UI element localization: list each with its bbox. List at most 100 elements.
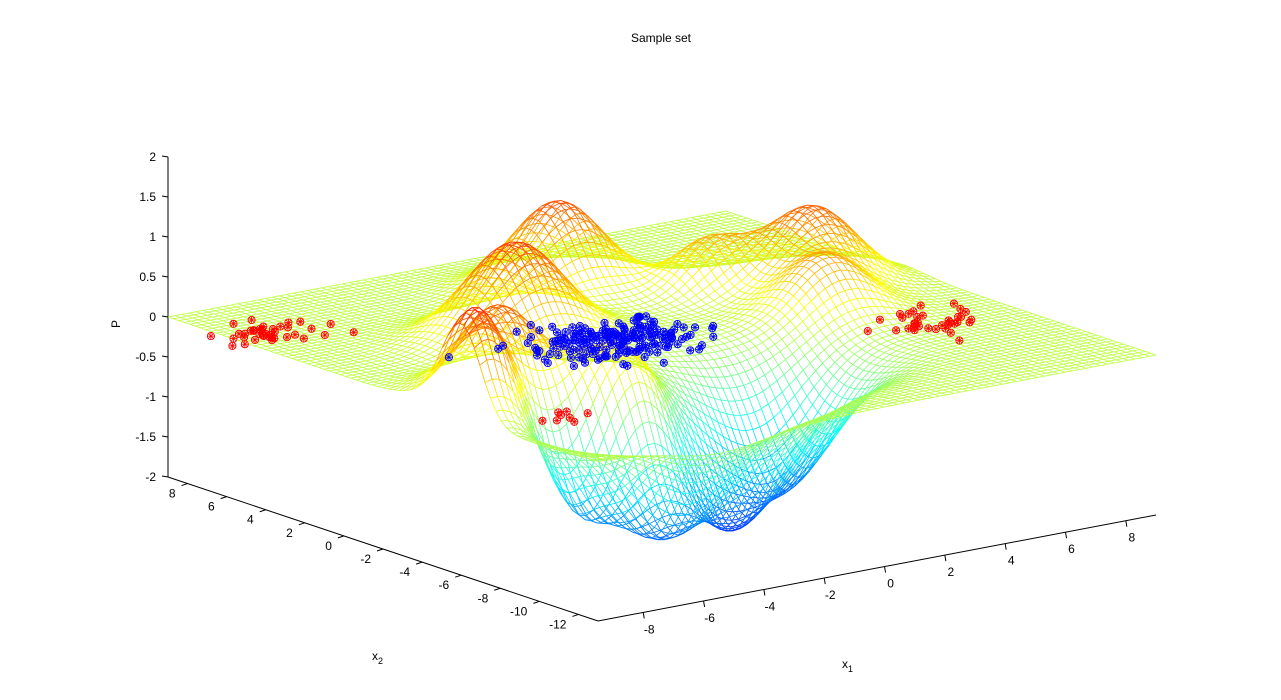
- mesh-segment: [230, 330, 236, 333]
- mesh-segment: [410, 307, 418, 311]
- mesh-segment: [294, 315, 301, 318]
- mesh-segment: [348, 296, 354, 299]
- mesh-segment: [611, 238, 617, 241]
- mesh-segment: [581, 289, 589, 292]
- mesh-segment: [238, 314, 244, 318]
- mesh-segment: [731, 212, 737, 215]
- mesh-segment: [433, 298, 441, 302]
- mesh-segment: [290, 299, 296, 302]
- mesh-segment: [181, 312, 189, 315]
- mesh-segment: [391, 283, 399, 287]
- mesh-segment: [702, 230, 710, 233]
- mesh-segment: [546, 200, 555, 205]
- mesh-segment: [774, 238, 781, 241]
- mesh-segment: [325, 303, 332, 307]
- mesh-segment: [327, 335, 335, 338]
- mesh-segment: [356, 292, 363, 295]
- mesh-segment: [329, 307, 337, 310]
- mesh-segment: [334, 310, 341, 313]
- mesh-segment: [675, 247, 683, 250]
- mesh-segment: [336, 342, 344, 345]
- mesh-segment: [443, 269, 450, 272]
- mesh-segment: [687, 258, 696, 261]
- mesh-segment: [344, 353, 350, 356]
- mesh-segment: [328, 333, 335, 337]
- mesh-segment: [686, 225, 694, 228]
- mesh-segment: [296, 312, 302, 315]
- mesh-segment: [664, 254, 672, 257]
- mesh-segment: [637, 302, 645, 306]
- mesh-segment: [655, 238, 661, 241]
- mesh-segment: [679, 270, 687, 280]
- mesh-segment: [316, 357, 324, 360]
- mesh-segment: [582, 251, 590, 255]
- mesh-segment: [378, 308, 387, 312]
- mesh-segment: [413, 291, 419, 295]
- mesh-segment: [711, 213, 718, 216]
- mesh-segment: [639, 242, 647, 245]
- mesh-segment: [607, 231, 615, 234]
- mesh-segment: [251, 300, 258, 304]
- mesh-segment: [614, 243, 621, 246]
- mesh-segment: [638, 256, 646, 259]
- mesh-segment: [715, 216, 723, 219]
- mesh-segment: [355, 342, 362, 345]
- mesh-segment: [529, 234, 538, 246]
- mesh-segment: [368, 342, 374, 345]
- mesh-segment: [569, 217, 578, 220]
- mesh-segment: [657, 257, 664, 260]
- mesh-segment: [701, 219, 709, 222]
- mesh-segment: [258, 299, 265, 302]
- mesh-segment: [314, 362, 321, 365]
- mesh-segment: [421, 287, 428, 289]
- mesh-segment: [303, 310, 309, 314]
- mesh-segment: [318, 329, 326, 332]
- mesh-segment: [394, 303, 402, 306]
- mesh-segment: [712, 211, 720, 214]
- mesh-segment: [257, 301, 265, 304]
- mesh-segment: [310, 346, 316, 349]
- mesh-segment: [195, 310, 203, 313]
- mesh-segment: [569, 245, 575, 249]
- mesh-segment: [638, 272, 645, 278]
- mesh-segment: [692, 249, 700, 252]
- mesh-segment: [646, 241, 654, 244]
- mesh-segment: [319, 289, 327, 292]
- mesh-segment: [500, 289, 506, 293]
- mesh-segment: [404, 296, 411, 300]
- mesh-segment: [636, 309, 642, 313]
- mesh-segment: [386, 319, 392, 322]
- mesh-segment: [638, 245, 646, 248]
- mesh-segment: [402, 313, 408, 316]
- mesh-segment: [696, 219, 703, 222]
- mesh-segment: [423, 282, 431, 285]
- mesh-segment: [324, 306, 330, 310]
- mesh-segment: [741, 229, 749, 232]
- mesh-segment: [443, 267, 451, 271]
- mesh-segment: [645, 267, 653, 272]
- mesh-segment: [709, 229, 717, 232]
- mesh-segment: [635, 239, 642, 242]
- mesh-segment: [681, 236, 688, 239]
- mesh-segment: [352, 336, 360, 339]
- mesh-segment: [490, 268, 499, 278]
- mesh-segment: [287, 341, 293, 345]
- mesh-segment: [363, 279, 369, 283]
- mesh-segment: [596, 255, 603, 257]
- mesh-segment: [647, 253, 653, 257]
- mesh-segment: [263, 299, 272, 302]
- mesh-segment: [682, 221, 689, 225]
- mesh-segment: [639, 296, 647, 300]
- mesh-segment: [572, 255, 580, 257]
- mesh-segment: [721, 255, 729, 258]
- mesh-segment: [292, 305, 300, 308]
- mesh-segment: [289, 313, 295, 316]
- mesh-segment: [325, 327, 333, 330]
- mesh-segment: [629, 251, 636, 254]
- mesh-segment: [630, 237, 637, 240]
- mesh-segment: [545, 206, 553, 213]
- mesh-segment: [213, 313, 220, 317]
- mesh-segment: [647, 288, 654, 294]
- mesh-segment: [439, 264, 446, 268]
